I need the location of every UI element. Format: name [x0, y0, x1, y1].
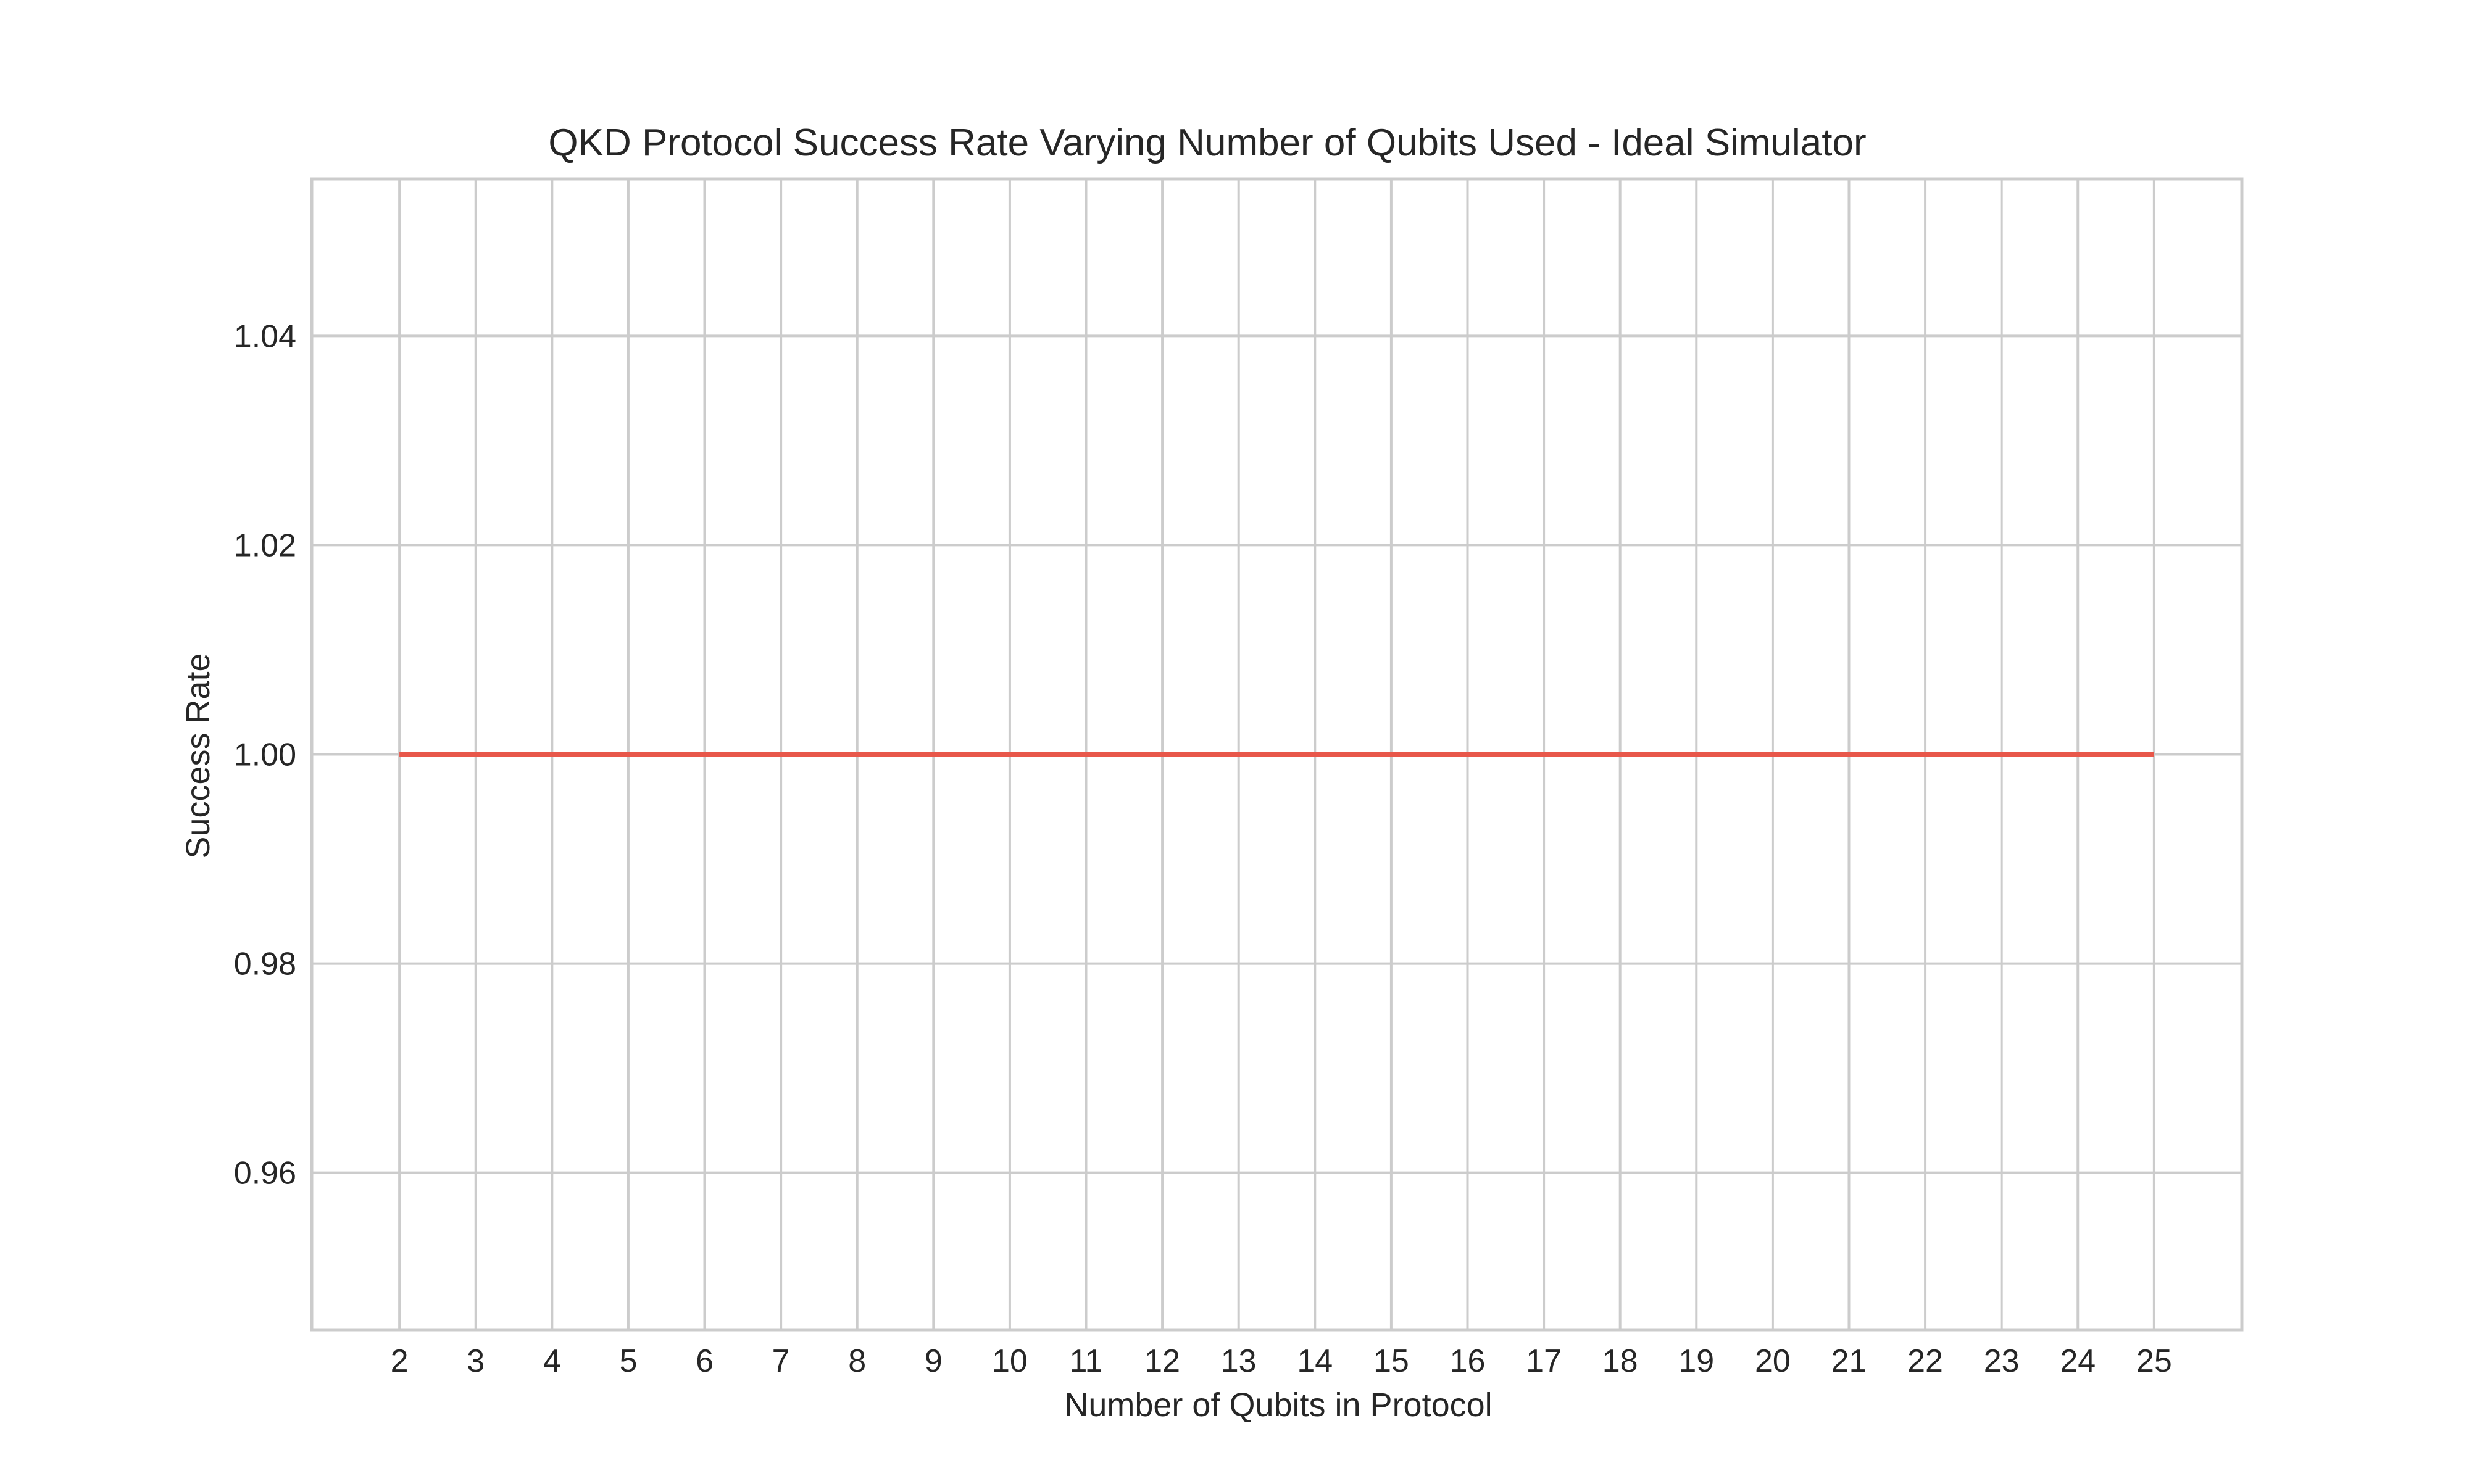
x-tick-label: 13 — [1221, 1343, 1257, 1379]
x-tick-label: 14 — [1297, 1343, 1333, 1379]
x-axis-label: Number of Qubits in Protocol — [1064, 1387, 1492, 1424]
x-tick-label: 17 — [1526, 1343, 1562, 1379]
x-tick-label: 10 — [992, 1343, 1028, 1379]
y-tick-label: 0.98 — [234, 947, 296, 982]
x-tick-label: 15 — [1373, 1343, 1409, 1379]
x-tick-label: 9 — [925, 1343, 943, 1379]
x-tick-label: 25 — [2136, 1343, 2172, 1379]
x-tick-label: 23 — [1984, 1343, 2020, 1379]
x-tick-label: 16 — [1450, 1343, 1486, 1379]
x-tick-labels: 2 3 4 5 6 7 8 9 10 11 12 13 14 15 16 17 18 19 20 21 22 23 24 25 — [391, 1343, 2172, 1379]
x-tick-label: 22 — [1907, 1343, 1943, 1379]
x-tick-label: 4 — [543, 1343, 561, 1379]
x-tick-label: 3 — [467, 1343, 485, 1379]
x-tick-label: 20 — [1755, 1343, 1791, 1379]
x-tick-label: 21 — [1831, 1343, 1867, 1379]
x-tick-label: 8 — [848, 1343, 866, 1379]
x-tick-label: 6 — [696, 1343, 714, 1379]
x-tick-label: 12 — [1144, 1343, 1180, 1379]
y-axis-label: Success Rate — [180, 653, 217, 858]
x-tick-label: 11 — [1070, 1343, 1103, 1379]
y-tick-label: 1.04 — [234, 318, 296, 354]
y-tick-label: 1.00 — [234, 737, 296, 773]
y-tick-label: 0.96 — [234, 1156, 296, 1192]
x-tick-label: 7 — [772, 1343, 790, 1379]
x-tick-label: 19 — [1678, 1343, 1714, 1379]
x-tick-label: 24 — [2060, 1343, 2096, 1379]
x-tick-label: 18 — [1602, 1343, 1638, 1379]
y-tick-label: 1.02 — [234, 528, 296, 563]
x-tick-label: 2 — [391, 1343, 409, 1379]
y-tick-labels: 0.96 0.98 1.00 1.02 1.04 — [234, 318, 296, 1191]
x-tick-label: 5 — [619, 1343, 637, 1379]
chart-title: QKD Protocol Success Rate Varying Number… — [548, 122, 1866, 164]
plot-frame — [310, 177, 2244, 1332]
